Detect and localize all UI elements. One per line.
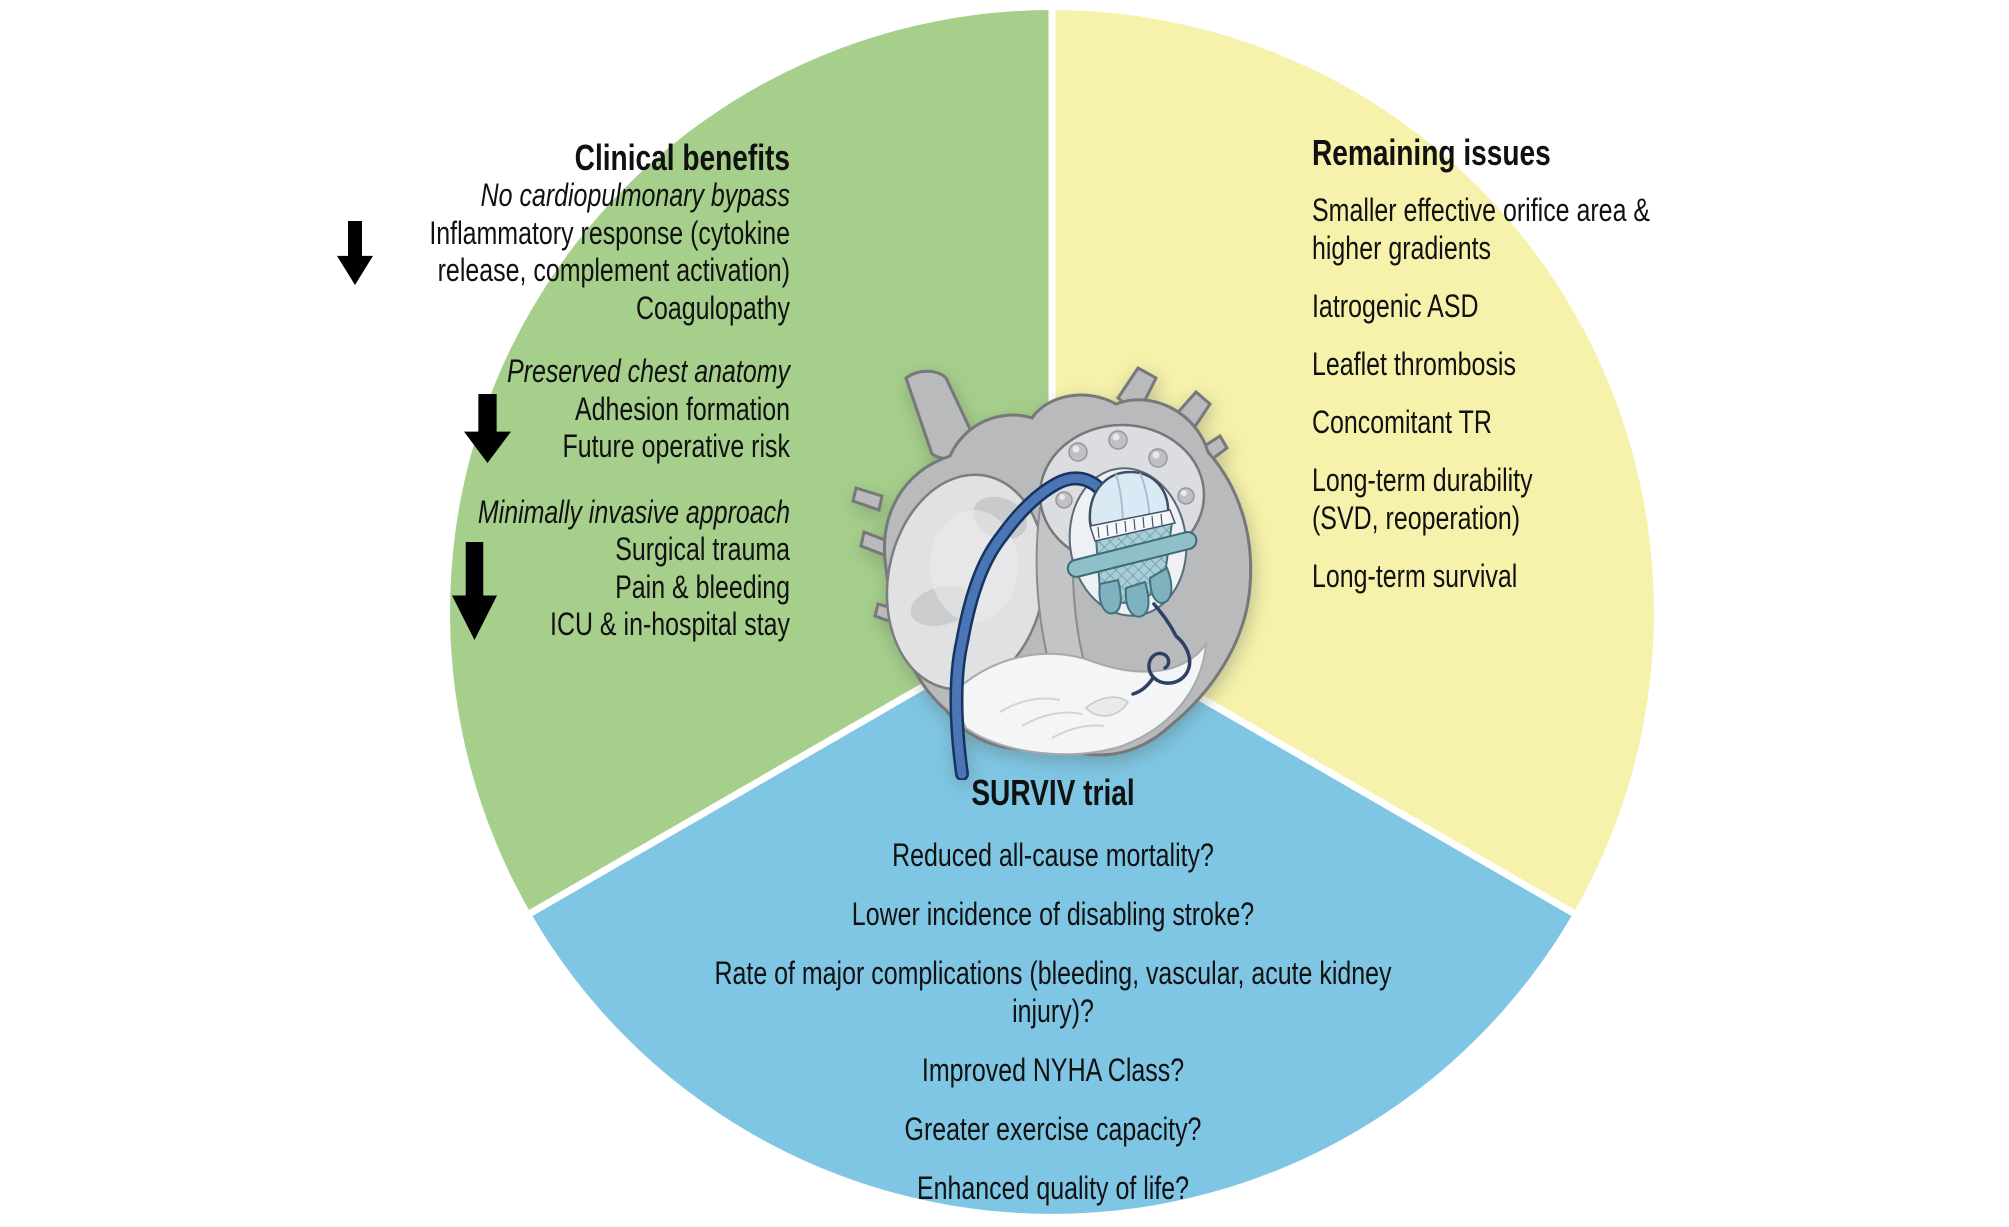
ventricle-region <box>948 640 1208 756</box>
benefit-group-lead: No cardiopulmonary bypass <box>480 177 790 213</box>
valve-delivery-shaft <box>1066 531 1198 578</box>
transcatheter-valve <box>1066 470 1198 618</box>
benefit-item: ICU & in-hospital stay <box>550 606 790 642</box>
trial-question: Improved NYHA Class? <box>921 1052 1185 1088</box>
benefit-item: Pain & bleeding <box>615 568 790 605</box>
sector-clinical-benefits <box>450 10 1053 913</box>
remaining-issues-section: Remaining issues Smaller effective orifi… <box>1312 134 1679 615</box>
issue-item: Smaller effective orifice area & higher … <box>1312 192 1651 266</box>
decrease-arrow-icon <box>464 394 511 463</box>
valve-leaflets <box>1098 566 1173 618</box>
issue-item: Long-term durability (SVD, reoperation) <box>1312 462 1533 536</box>
benefit-item: Inflammatory response (cytokine <box>429 214 790 251</box>
issue-item: Long-term survival <box>1312 558 1518 594</box>
catheter <box>949 471 1107 780</box>
decrease-arrow-icon <box>452 542 497 640</box>
trial-question: Rate of major complications (bleeding, v… <box>714 955 1392 1029</box>
benefit-item: Surgical trauma <box>615 531 790 567</box>
heart-illustration <box>851 366 1253 780</box>
clinical-benefits-title: Clinical benefits <box>574 137 790 178</box>
benefit-group-lead: Minimally invasive approach <box>477 493 790 530</box>
chordae-lines <box>999 697 1105 739</box>
surviv-trial-title: SURVIV trial <box>971 772 1135 813</box>
trial-question: Enhanced quality of life? <box>917 1170 1189 1206</box>
issue-item: Concomitant TR <box>1312 404 1492 440</box>
trial-question: Reduced all-cause mortality? <box>892 837 1214 873</box>
trial-question: Lower incidence of disabling stroke? <box>851 896 1255 932</box>
decrease-arrow-icon <box>337 221 373 285</box>
issue-item: Leaflet thrombosis <box>1312 346 1516 382</box>
benefit-group-lead: Preserved chest anatomy <box>506 353 790 389</box>
valve-stent-crown <box>1089 509 1177 542</box>
benefit-item: release, complement activation) <box>437 252 790 288</box>
trial-question: Greater exercise capacity? <box>904 1111 1202 1147</box>
benefit-item: Adhesion formation <box>574 390 790 427</box>
remaining-issues-title: Remaining issues <box>1312 132 1551 173</box>
clinical-benefits-section: Clinical benefits No cardiopulmonary byp… <box>353 139 790 644</box>
benefit-item: Future operative risk <box>562 428 790 464</box>
surviv-trial-section: SURVIV trial Reduced all-cause mortality… <box>702 772 1404 1227</box>
issue-item: Iatrogenic ASD <box>1312 288 1479 324</box>
pigtail-wire <box>1131 602 1192 696</box>
benefit-item: Coagulopathy <box>635 289 790 326</box>
sector-surviv-trial <box>530 612 1574 1214</box>
